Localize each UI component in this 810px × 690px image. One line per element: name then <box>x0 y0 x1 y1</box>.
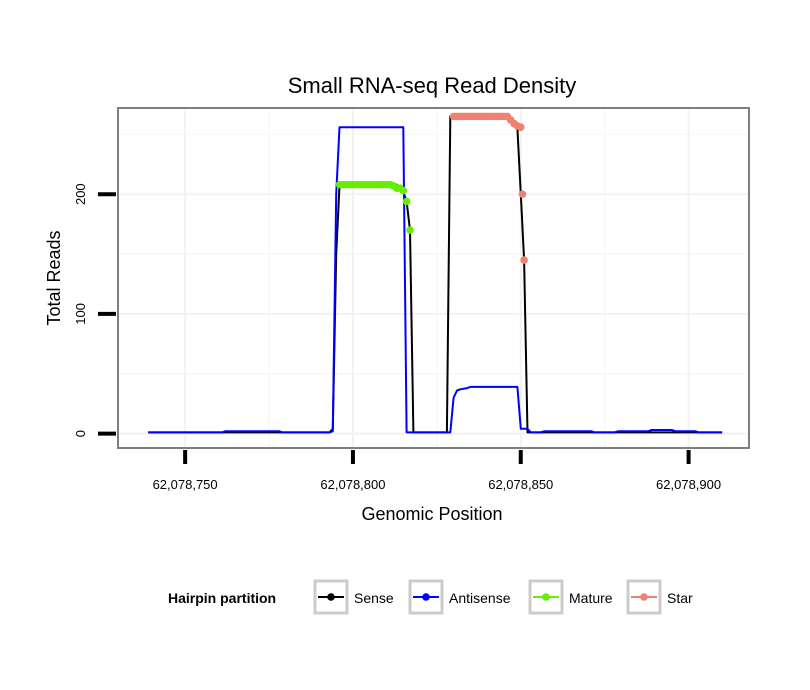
y-tick-label: 0 <box>73 430 88 437</box>
legend-label-mature: Mature <box>569 590 613 606</box>
data-point-star <box>520 256 528 264</box>
x-axis-title: Genomic Position <box>361 504 502 524</box>
data-point-mature <box>402 197 411 206</box>
y-axis-title: Total Reads <box>44 230 64 325</box>
legend-key-point <box>640 593 648 601</box>
data-point-mature <box>399 186 408 195</box>
legend: Hairpin partition Sense Antisense Mature St… <box>168 579 693 615</box>
x-tick-label: 62,078,750 <box>153 477 218 492</box>
gridlines-major <box>118 108 749 448</box>
x-tick-label: 62,078,850 <box>488 477 553 492</box>
legend-entries: Sense Antisense Mature Star <box>313 579 693 615</box>
data-point-mature <box>406 226 414 234</box>
legend-label-star: Star <box>667 590 693 606</box>
series-points <box>335 112 528 264</box>
series-line-antisense <box>148 126 723 434</box>
legend-title: Hairpin partition <box>168 590 276 606</box>
data-point-star <box>518 190 527 198</box>
x-tick-label: 62,078,800 <box>320 477 385 492</box>
legend-item-mature: Mature <box>528 579 613 615</box>
legend-label-sense: Sense <box>354 590 394 606</box>
plot-background <box>118 108 749 448</box>
legend-key-point <box>327 593 335 601</box>
legend-key-point <box>422 593 430 601</box>
gridlines-minor <box>118 108 749 448</box>
data-point-star <box>516 123 525 131</box>
plot-panel <box>117 107 750 449</box>
series-line-sense <box>148 115 723 434</box>
series-lines <box>148 115 723 434</box>
legend-key-point <box>542 593 550 601</box>
y-axis: 0 100 200 <box>73 183 116 437</box>
plot-border <box>117 107 750 449</box>
x-tick-label: 62,078,900 <box>656 477 721 492</box>
x-axis: 62,078,750 62,078,800 62,078,850 62,078,900 <box>153 450 721 492</box>
legend-label-antisense: Antisense <box>449 590 511 606</box>
legend-item-sense: Sense <box>313 579 394 615</box>
y-tick-label: 200 <box>73 183 88 205</box>
legend-item-star: Star <box>626 579 693 615</box>
chart-title: Small RNA-seq Read Density <box>288 73 577 98</box>
y-tick-label: 100 <box>73 303 88 325</box>
legend-item-antisense: Antisense <box>408 579 511 615</box>
